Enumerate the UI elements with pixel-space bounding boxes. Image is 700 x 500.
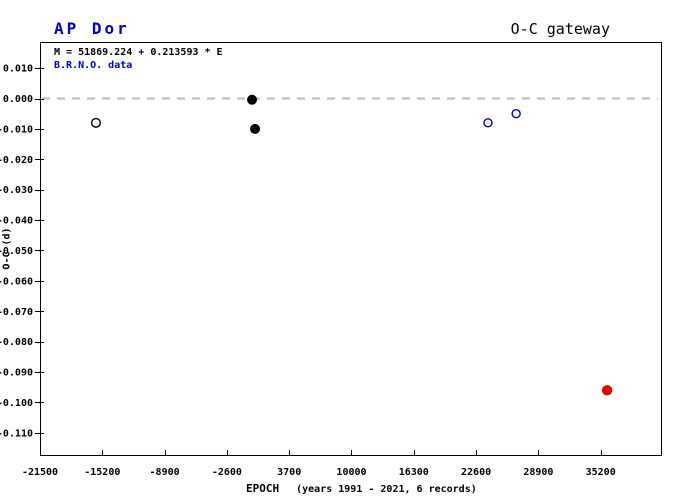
site-title: O-C gateway (510, 20, 610, 38)
y-tick-label: -0.020 (0, 155, 33, 166)
x-axis-label-note: (years 1991 - 2021, 6 records) (296, 484, 477, 495)
data-point-open-blue (483, 118, 493, 128)
y-tick-label: -0.100 (0, 398, 33, 409)
y-tick-label: -0.110 (0, 428, 33, 439)
y-tick-label: -0.090 (0, 368, 33, 379)
y-tick-label: 0.000 (3, 94, 33, 105)
plot-border (40, 42, 662, 456)
y-tick-label: -0.070 (0, 307, 33, 318)
y-axis-label: O-C (d) (1, 227, 13, 270)
star-name-title: AP Dor (54, 19, 130, 38)
x-tick-label: -21500 (22, 467, 58, 478)
x-tick-label: 28900 (523, 467, 553, 478)
data-point-filled-black (247, 94, 258, 105)
y-tick-label: -0.080 (0, 337, 33, 348)
data-point-open-blue (511, 109, 521, 119)
x-tick-label: 35200 (586, 467, 616, 478)
data-point-filled-black (250, 123, 261, 134)
y-tick-label: -0.040 (0, 216, 33, 227)
y-tick-label: 0.010 (3, 64, 33, 75)
y-tick-label: -0.060 (0, 276, 33, 287)
y-tick-label: -0.050 (0, 246, 33, 257)
x-tick-label: -2600 (212, 467, 242, 478)
dataset-label: B.R.N.O. data (54, 60, 133, 71)
x-tick-label: 3700 (277, 467, 301, 478)
ephemeris-equation: M = 51869.224 + 0.213593 * E (54, 47, 223, 58)
x-tick-label: 22600 (461, 467, 491, 478)
x-axis-label: EPOCH (years 1991 - 2021, 6 records) (246, 482, 477, 495)
x-axis-label-main: EPOCH (246, 482, 280, 495)
x-tick-label: 10000 (336, 467, 366, 478)
data-point-filled-red (601, 385, 613, 396)
x-tick-label: -8900 (150, 467, 180, 478)
y-tick-label: -0.010 (0, 124, 33, 135)
x-tick-label: 16300 (399, 467, 429, 478)
y-tick-label: -0.030 (0, 185, 33, 196)
data-point-open-black (90, 117, 101, 128)
x-tick-label: -15200 (84, 467, 120, 478)
